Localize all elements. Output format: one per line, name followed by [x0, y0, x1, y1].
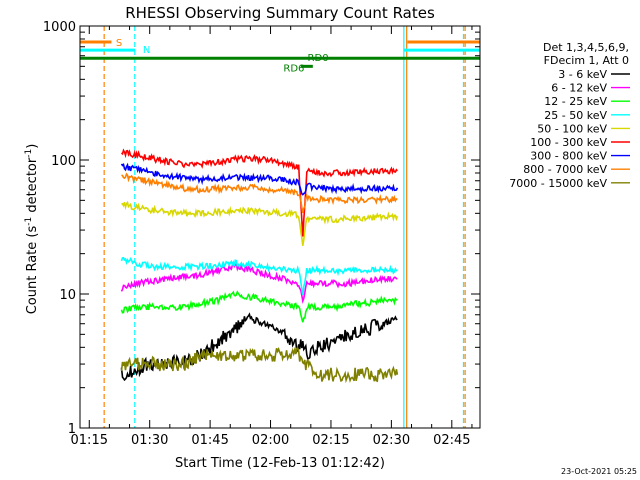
legend-label-12-25-kev: 12 - 25 keV	[544, 95, 607, 108]
flag-label-s: S	[116, 38, 122, 49]
y-axis-label-exp1: -1	[24, 217, 34, 226]
legend-label-50-100-kev: 50 - 100 keV	[537, 122, 607, 135]
legend-label-800-7000-kev: 800 - 7000 keV	[523, 163, 607, 176]
flag-label-rd6: RD6	[283, 63, 304, 74]
legend-header-line-1: Det 1,3,4,5,6,9,	[543, 41, 629, 54]
y-axis-label-prefix: Count Rate (s	[25, 226, 40, 315]
series-50-100-kev	[121, 200, 399, 246]
y-axis: 1 10 100 1000	[43, 20, 480, 437]
series-300-800-kev	[120, 162, 399, 196]
legend-label-3-6-kev: 3 - 6 keV	[558, 68, 607, 81]
legend-label-25-50-kev: 25 - 50 keV	[544, 109, 607, 122]
plot-area: S N RD0 RD6	[79, 25, 481, 429]
footer-date: 23-Oct-2021 05:25	[561, 467, 637, 476]
flag-label-n: N	[143, 45, 150, 56]
x-tick-label-02-30: 02:30	[373, 433, 410, 448]
series-12-25-kev	[120, 290, 398, 323]
y-tick-label-1: 1	[68, 422, 76, 437]
series-25-50-kev	[120, 256, 398, 295]
series-7000-15000-kev	[120, 346, 399, 384]
series-100-300-kev	[120, 148, 398, 237]
series-6-12-kev	[120, 261, 398, 305]
x-tick-label-01-15: 01:15	[71, 433, 108, 448]
legend-header-line-2: FDecim 1, Att 0	[544, 54, 629, 67]
legend-label-7000-15000-kev: 7000 - 15000 keV	[509, 177, 607, 190]
y-axis-label-exp2: -1	[24, 149, 34, 158]
x-tick-label-01-45: 01:45	[191, 433, 228, 448]
y-axis-label: Count Rate (s-1 detector-1)	[24, 144, 40, 315]
plot-frame	[79, 25, 481, 429]
y-axis-label-suffix: )	[25, 144, 40, 149]
y-axis-label-mid: detector	[25, 157, 40, 217]
x-tick-label-02-15: 02:15	[312, 433, 349, 448]
x-axis-label: Start Time (12-Feb-13 01:12:42)	[175, 456, 385, 471]
y-tick-label-10: 10	[59, 288, 76, 303]
x-tick-label-02-45: 02:45	[433, 433, 470, 448]
legend-label-300-800-kev: 300 - 800 keV	[530, 150, 607, 163]
y-tick-label-1000: 1000	[43, 20, 76, 35]
legend-label-100-300-kev: 100 - 300 keV	[530, 136, 607, 149]
y-tick-label-100: 100	[51, 154, 76, 169]
x-tick-label-01-30: 01:30	[131, 433, 168, 448]
legend: Det 1,3,4,5,6,9, FDecim 1, Att 0 3 - 6 k…	[509, 41, 630, 190]
legend-label-6-12-kev: 6 - 12 keV	[551, 82, 607, 95]
x-axis: 01:15 01:30 01:45 02:00 02:15 02:30 02:45	[71, 26, 473, 448]
series-800-7000-kev	[121, 172, 398, 213]
chart-title: RHESSI Observing Summary Count Rates	[125, 4, 435, 22]
x-tick-label-02-00: 02:00	[252, 433, 289, 448]
flag-label-rd0: RD0	[308, 53, 329, 64]
